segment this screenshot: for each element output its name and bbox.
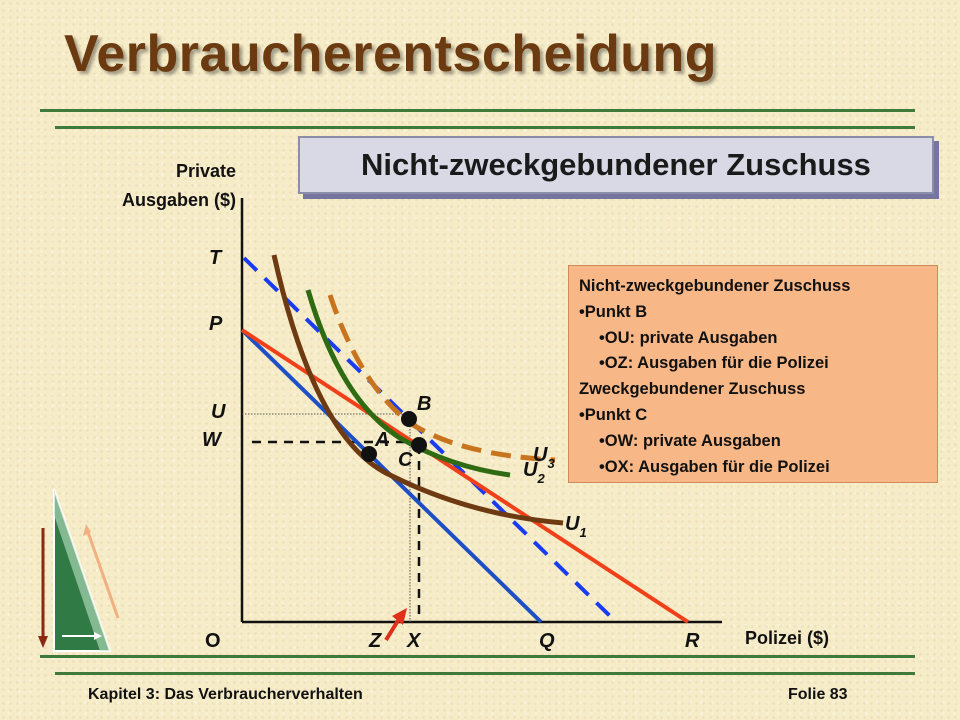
indifference-curve-u1 (271, 254, 564, 526)
label-w: W (202, 429, 223, 451)
red-arrow-shaft (384, 617, 401, 642)
point-b (401, 411, 417, 427)
indifference-curve-u3 (327, 294, 556, 463)
slide-title: Verbraucherentscheidung (64, 25, 718, 83)
budget-line-earmarked (240, 328, 690, 624)
label-u3: U3 (533, 444, 555, 471)
label-u1: U1 (565, 513, 587, 540)
label-x: X (406, 630, 422, 652)
info-heading-1: Nicht-zweckgebundener Zuschuss (579, 277, 851, 295)
indifference-curve-u2 (305, 289, 511, 478)
label-u: U (211, 401, 226, 423)
y-axis-label: Private Ausgaben ($) (122, 157, 236, 215)
label-t: T (209, 247, 223, 269)
label-r: R (685, 630, 700, 652)
info-bullet-b: •Punkt B (579, 302, 648, 321)
label-u2: U2 (523, 459, 545, 486)
label-p: P (209, 313, 223, 335)
info-subbullet-ou: •OU: private Ausgaben (599, 328, 778, 347)
decorative-arrow-diagonal-head (83, 524, 91, 536)
point-c (411, 437, 427, 453)
y-axis-label-line1: Private (175, 161, 236, 181)
label-c: C (398, 449, 413, 471)
label-b: B (417, 393, 431, 415)
decorative-triangle-shade (54, 489, 110, 651)
red-arrow-head (392, 608, 407, 625)
subtitle-text: Nicht-zweckgebundener Zuschuss (361, 147, 871, 182)
info-subbullet-oz: •OZ: Ausgaben für die Polizei (599, 354, 829, 373)
decorative-arrow-right-head (94, 632, 102, 640)
footer-rule-bottom (55, 672, 915, 675)
label-a: A (374, 429, 389, 451)
y-axis-label-line2: Ausgaben ($) (121, 190, 236, 210)
x-axis-label: Polizei ($) (745, 628, 830, 648)
footer-rule-top (40, 655, 915, 658)
label-o: O (205, 630, 221, 652)
decorative-arrow-down-head (38, 636, 48, 648)
footer-slide-number: Folie 83 (788, 686, 848, 703)
point-a (361, 446, 377, 462)
info-subbullet-ox: •OX: Ausgaben für die Polizei (599, 457, 830, 476)
info-box: Nicht-zweckgebundener Zuschuss •Punkt B … (568, 265, 938, 483)
title-rule-bottom (55, 126, 915, 129)
label-z: Z (368, 630, 382, 652)
decorative-arrow-diagonal (86, 531, 120, 619)
info-heading-2: Zweckgebundener Zuschuss (579, 380, 806, 399)
label-q: Q (539, 630, 555, 652)
info-bullet-c: •Punkt C (579, 405, 648, 424)
footer-chapter: Kapitel 3: Das Verbraucherverhalten (88, 686, 363, 703)
subtitle-box: Nicht-zweckgebundener Zuschuss (298, 136, 934, 194)
budget-line-grant-dashed (242, 256, 614, 620)
info-subbullet-ow: •OW: private Ausgaben (599, 431, 781, 450)
title-rule-top (40, 109, 915, 112)
